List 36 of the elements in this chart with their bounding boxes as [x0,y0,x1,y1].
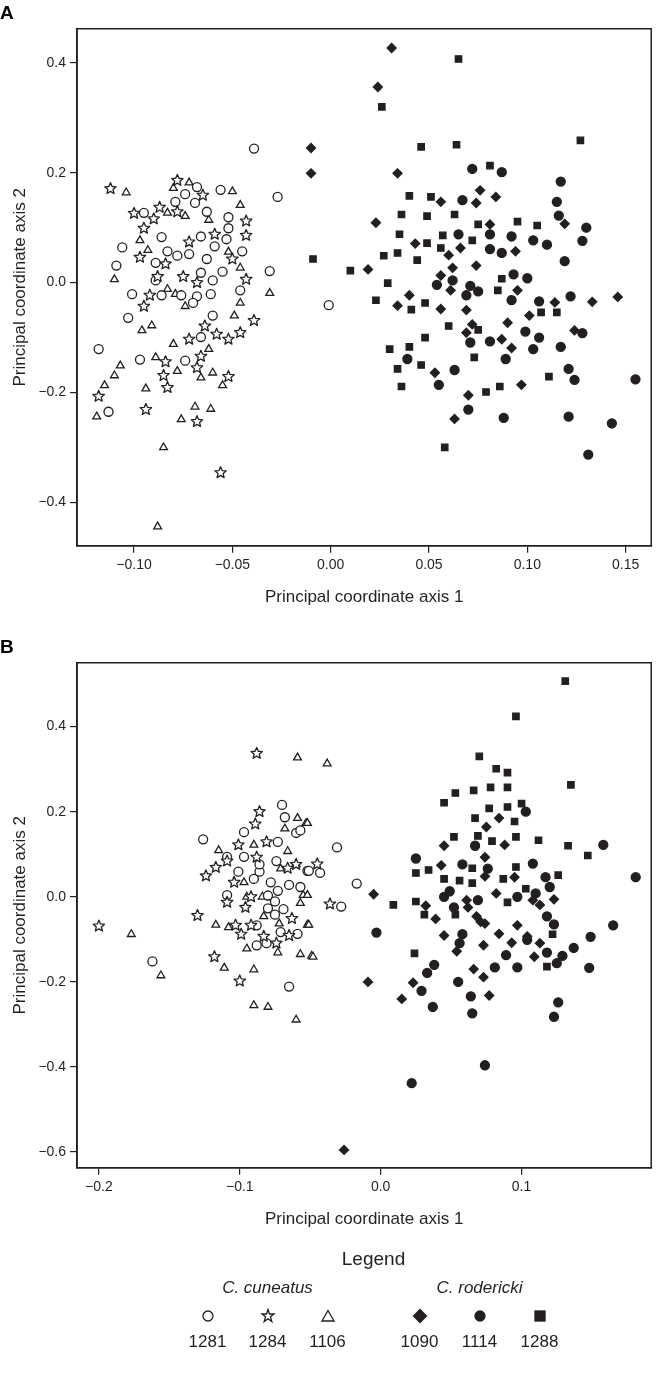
legend-label: 1284 [248,1332,287,1352]
x-tick-label: −0.2 [85,1178,113,1195]
x-tick-label: 0.05 [415,556,443,573]
x-tick-label: 0.1 [511,1178,532,1195]
y-tick-label: 0.2 [46,802,67,819]
chart-title: A [0,1,14,23]
x-tick-label: 0.00 [317,556,345,573]
chart-title: B [0,635,14,657]
legend-label: 1288 [520,1332,559,1352]
x-tick-label: 0.15 [612,556,640,573]
legend-label: 1114 [461,1332,498,1352]
y-tick-label: −0.2 [38,972,67,989]
y-tick-label: 0.4 [46,717,67,734]
y-tick-label: −0.4 [38,493,67,510]
x-axis-title: Principal coordinate axis 1 [264,1209,464,1229]
y-tick-label: 0.4 [46,53,67,70]
y-tick-label: 0.0 [46,887,67,904]
legend-label: 1281 [188,1332,227,1352]
y-tick-label: −0.2 [38,383,67,400]
legend-title: Legend [341,1248,406,1270]
legend-label: 1106 [309,1332,346,1352]
y-tick-label: −0.6 [38,1142,67,1159]
x-tick-label: −0.1 [225,1178,254,1195]
x-tick-label: −0.10 [116,556,152,573]
y-axis-title: Principal coordinate axis 2 [9,188,29,387]
y-tick-label: 0.2 [46,163,67,180]
y-tick-label: 0.0 [46,273,67,290]
x-tick-label: −0.05 [214,556,251,573]
x-tick-label: 0.0 [370,1178,391,1195]
text: C. rodericki [436,1278,523,1298]
x-axis-title: Principal coordinate axis 1 [264,587,464,607]
legend-label: 1090 [400,1332,439,1352]
text: C. cuneatus [222,1278,313,1298]
y-tick-label: −0.4 [38,1057,67,1074]
x-tick-label: 0.10 [513,556,542,573]
y-axis-title: Principal coordinate axis 2 [9,816,29,1015]
